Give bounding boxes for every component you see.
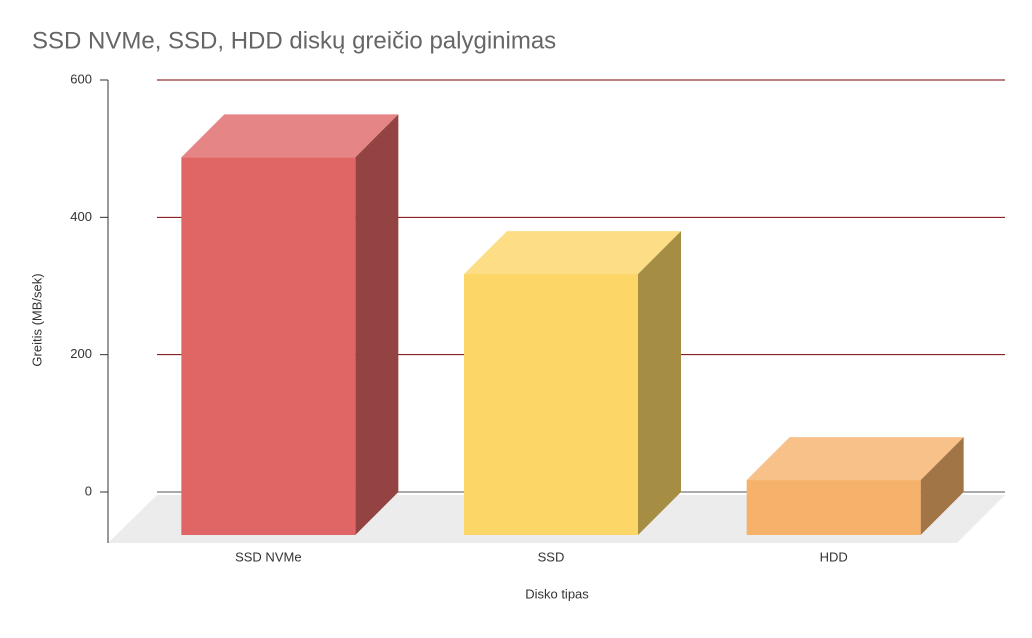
bar-top bbox=[181, 114, 399, 158]
y-axis-label: Greitis (MB/sek) bbox=[29, 273, 44, 366]
y-tick-label: 600 bbox=[70, 71, 92, 86]
bar-side bbox=[355, 114, 399, 535]
x-axis-label: Disko tipas bbox=[525, 586, 589, 601]
bar-side bbox=[638, 231, 681, 536]
bar bbox=[181, 157, 356, 536]
x-tick-label: SSD bbox=[538, 549, 565, 564]
x-tick-label: SSD NVMe bbox=[235, 549, 301, 564]
x-tick-label: HDD bbox=[820, 549, 848, 564]
chart-title: SSD NVMe, SSD, HDD diskų greičio palygin… bbox=[32, 27, 556, 54]
bar-side bbox=[920, 437, 964, 535]
bar-top bbox=[464, 231, 681, 275]
bar bbox=[464, 274, 638, 535]
bar-top bbox=[746, 437, 964, 481]
y-tick-label: 0 bbox=[85, 483, 92, 498]
y-tick-label: 400 bbox=[70, 209, 92, 224]
y-tick-label: 200 bbox=[70, 346, 92, 361]
bar bbox=[746, 480, 921, 535]
